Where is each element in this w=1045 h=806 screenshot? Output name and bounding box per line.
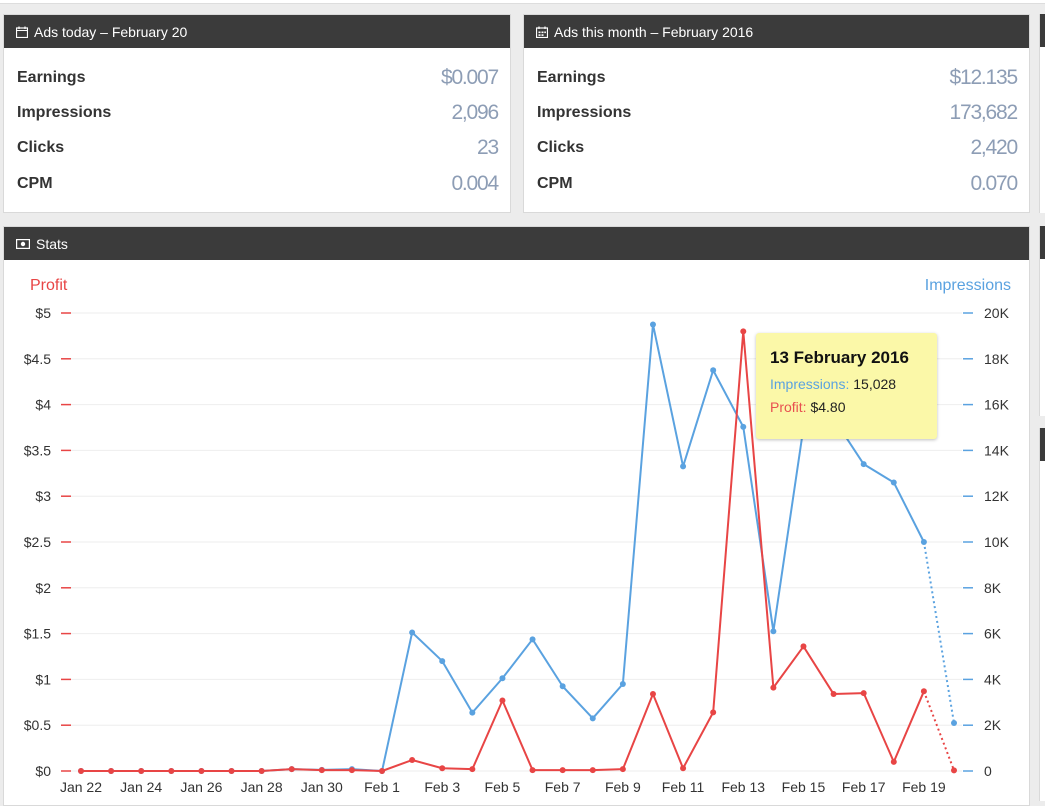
ads-today-header: Ads today – February 20: [4, 15, 510, 48]
money-icon: [16, 238, 30, 249]
ads-month-title: Ads this month – February 2016: [554, 23, 754, 40]
tooltip-impressions: Impressions: 15,028: [770, 376, 937, 392]
month-impressions-row: Impressions 173,682: [537, 95, 1018, 130]
offscreen-panel-header-edge: [1040, 14, 1045, 47]
tooltip-impressions-label: Impressions:: [770, 376, 850, 392]
row-value: 0.070: [970, 171, 1018, 195]
tooltip-profit: Profit: $4.80: [770, 399, 937, 415]
today-earnings-row: Earnings $0.007: [17, 60, 499, 95]
calendar-month-icon: [536, 26, 548, 38]
stats-title: Stats: [36, 235, 68, 252]
ads-today-panel: Ads today – February 20 Earnings $0.007 …: [3, 14, 511, 213]
tooltip-profit-value: $4.80: [810, 399, 846, 415]
stats-header: Stats: [4, 227, 1029, 260]
row-value: $12.135: [949, 65, 1018, 89]
row-label: CPM: [17, 174, 53, 192]
row-value: $0.007: [440, 65, 499, 89]
row-label: Clicks: [537, 139, 585, 157]
row-label: Earnings: [17, 68, 86, 86]
month-earnings-row: Earnings $12.135: [537, 60, 1018, 95]
calendar-icon: [16, 26, 28, 38]
tooltip-profit-label: Profit:: [770, 399, 807, 415]
offscreen-panel-edge: [1039, 14, 1045, 213]
today-impressions-row: Impressions 2,096: [17, 95, 499, 130]
top-strip: [0, 0, 1045, 4]
row-label: CPM: [537, 174, 573, 192]
row-label: Earnings: [537, 68, 606, 86]
row-label: Clicks: [17, 139, 65, 157]
offscreen-panel-header-edge: [1040, 226, 1045, 259]
offscreen-panel-header-edge: [1040, 428, 1045, 461]
tooltip-impressions-value: 15,028: [853, 376, 897, 392]
month-clicks-row: Clicks 2,420: [537, 131, 1018, 166]
ads-month-header: Ads this month – February 2016: [524, 15, 1029, 48]
row-label: Impressions: [537, 103, 632, 121]
tooltip-title: 13 February 2016: [770, 348, 909, 367]
ads-month-panel: Ads this month – February 2016 Earnings …: [523, 14, 1030, 213]
row-value: 23: [477, 136, 499, 160]
offscreen-panel-edge: [1039, 428, 1045, 801]
row-value: 173,682: [949, 100, 1018, 124]
chart-tooltip: 13 February 2016 Impressions: 15,028 Pro…: [756, 333, 937, 439]
stats-panel: Stats: [3, 226, 1030, 806]
ads-today-title: Ads today – February 20: [34, 23, 188, 40]
today-cpm-row: CPM 0.004: [17, 166, 499, 201]
month-cpm-row: CPM 0.070: [537, 166, 1018, 201]
offscreen-panel-edge: [1039, 226, 1045, 416]
row-value: 2,420: [970, 136, 1018, 160]
row-label: Impressions: [17, 103, 112, 121]
row-value: 0.004: [451, 171, 499, 195]
today-clicks-row: Clicks 23: [17, 131, 499, 166]
row-value: 2,096: [451, 100, 499, 124]
